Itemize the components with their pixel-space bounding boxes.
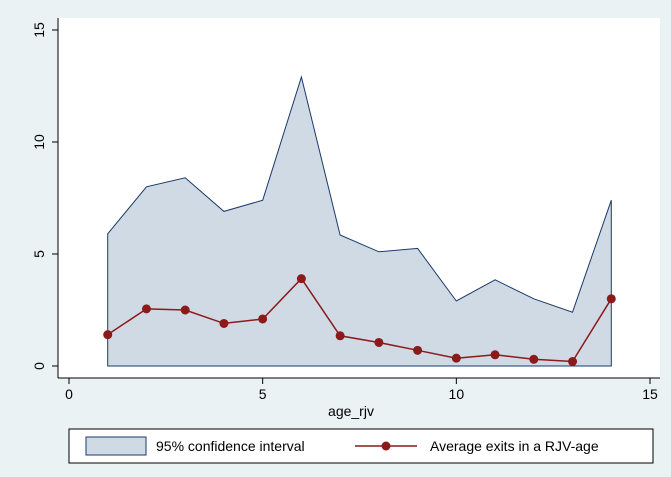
mean-point bbox=[103, 330, 113, 340]
y-tick-label: 10 bbox=[31, 134, 47, 150]
mean-line bbox=[107, 277, 612, 363]
legend-label-mean: Average exits in a RJV-age bbox=[430, 438, 599, 454]
mean-point bbox=[258, 314, 268, 324]
x-axis-ticks: 0 5 10 15 bbox=[65, 378, 658, 402]
mean-point bbox=[374, 337, 384, 347]
mean-point bbox=[490, 350, 500, 360]
ci-area bbox=[107, 75, 612, 367]
mean-line-layer bbox=[103, 274, 616, 367]
mean-point bbox=[568, 357, 578, 367]
mean-point bbox=[413, 345, 423, 355]
x-tick-label: 0 bbox=[65, 386, 73, 402]
mean-point bbox=[335, 331, 345, 341]
y-axis-ticks: 0 5 10 15 bbox=[31, 22, 58, 370]
y-tick-label: 5 bbox=[31, 250, 47, 258]
x-tick-label: 5 bbox=[259, 386, 267, 402]
legend-label-ci: 95% confidence interval bbox=[156, 438, 305, 454]
legend-swatch-ci bbox=[85, 436, 147, 456]
x-axis-title: age_rjv bbox=[328, 403, 374, 419]
x-tick-label: 15 bbox=[642, 386, 658, 402]
legend-swatch-mean-marker bbox=[381, 441, 391, 451]
mean-point bbox=[529, 354, 539, 364]
y-tick-label: 15 bbox=[31, 22, 47, 38]
ci-area-layer bbox=[107, 75, 612, 367]
mean-point bbox=[451, 353, 461, 363]
mean-point bbox=[606, 294, 616, 304]
y-tick-label: 0 bbox=[31, 362, 47, 370]
legend: 95% confidence interval Average exits in… bbox=[68, 428, 654, 464]
mean-point bbox=[141, 304, 151, 314]
x-tick-label: 10 bbox=[449, 386, 465, 402]
mean-point bbox=[219, 318, 229, 328]
mean-point bbox=[180, 305, 190, 315]
mean-point bbox=[296, 274, 306, 284]
